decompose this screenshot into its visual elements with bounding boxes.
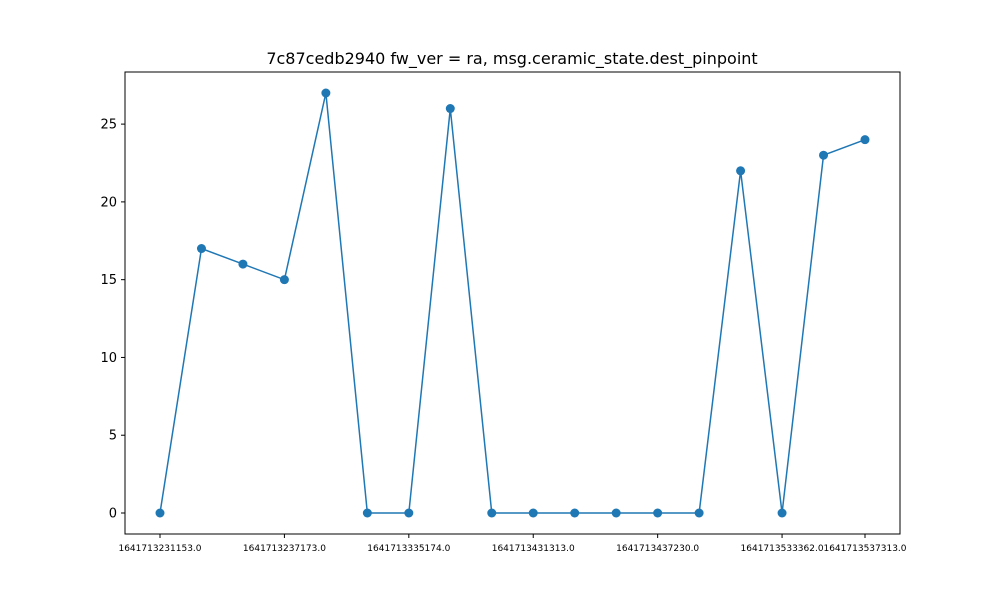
y-tick-label: 5: [109, 429, 117, 444]
data-point: [196, 244, 206, 254]
data-point: [238, 259, 248, 269]
data-point: [653, 508, 663, 518]
data-point: [694, 508, 704, 518]
x-tick-label: 1641713335174.0: [367, 544, 450, 554]
series-line: [159, 92, 866, 514]
data-point: [570, 508, 580, 518]
data-point: [487, 508, 497, 518]
data-point: [362, 508, 372, 518]
plot-frame: [124, 71, 901, 535]
x-tick-label: 1641713231153.0: [118, 544, 201, 554]
y-tick-label: 20: [100, 195, 117, 210]
data-point: [611, 508, 621, 518]
x-tick-label: 1641713237173.0: [243, 544, 326, 554]
y-axis: 0 5 10 15 20 25: [100, 118, 125, 522]
x-axis: 1641713231153.0 1641713237173.0 1641713335…: [118, 534, 907, 554]
x-tick-label: 1641713437230.0: [616, 544, 699, 554]
data-point: [860, 135, 870, 145]
y-tick-label: 15: [100, 273, 117, 288]
chart-title: 7c87cedb2940 fw_ver = ra, msg.ceramic_st…: [266, 49, 757, 69]
x-tick-label: 1641713431313.0: [492, 544, 575, 554]
x-tick-label: 1641713533362.0: [741, 544, 824, 554]
y-tick-label: 10: [100, 351, 117, 366]
data-point: [528, 508, 538, 518]
data-point: [736, 166, 746, 176]
x-tick-label: 1641713537313.0: [823, 544, 906, 554]
data-point: [404, 508, 414, 518]
data-point: [155, 508, 165, 518]
y-tick-label: 0: [109, 507, 117, 522]
series-group: [155, 88, 870, 518]
data-point: [321, 88, 331, 98]
y-tick-label: 25: [100, 118, 117, 133]
data-point: [445, 104, 455, 114]
data-point: [279, 275, 289, 285]
data-point: [777, 508, 787, 518]
data-point: [819, 150, 829, 160]
